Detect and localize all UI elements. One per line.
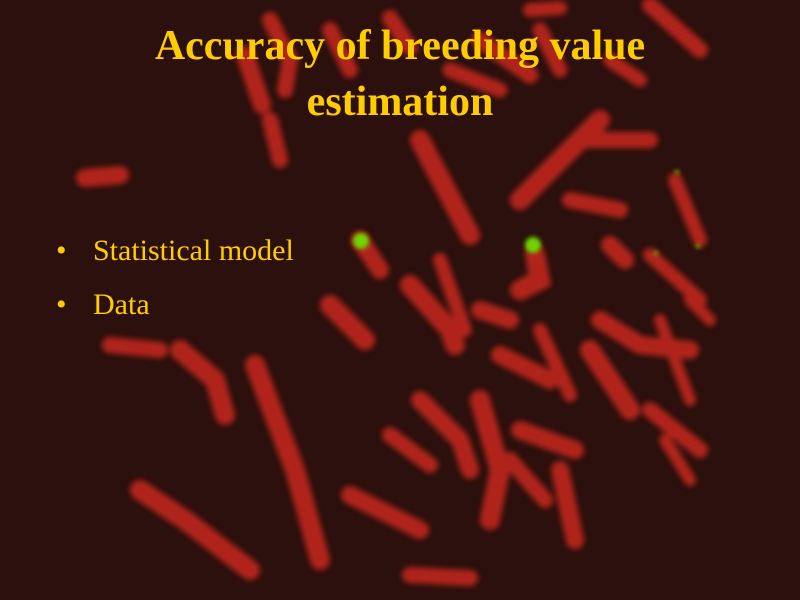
bullet-list: • Statistical model • Data	[56, 224, 294, 332]
slide-title-line-1: Accuracy of breeding value	[154, 23, 646, 69]
bullet-text: Data	[93, 288, 150, 321]
slide-title: Accuracy of breeding value estimation	[0, 18, 800, 130]
bullet-item-statistical-model: • Statistical model	[56, 224, 294, 278]
bullet-text: Statistical model	[93, 234, 294, 267]
bullet-item-data: • Data	[56, 278, 294, 332]
bullet-dot: •	[56, 234, 67, 267]
slide-title-line-2: estimation	[306, 79, 494, 125]
bullet-dot: •	[56, 288, 67, 321]
